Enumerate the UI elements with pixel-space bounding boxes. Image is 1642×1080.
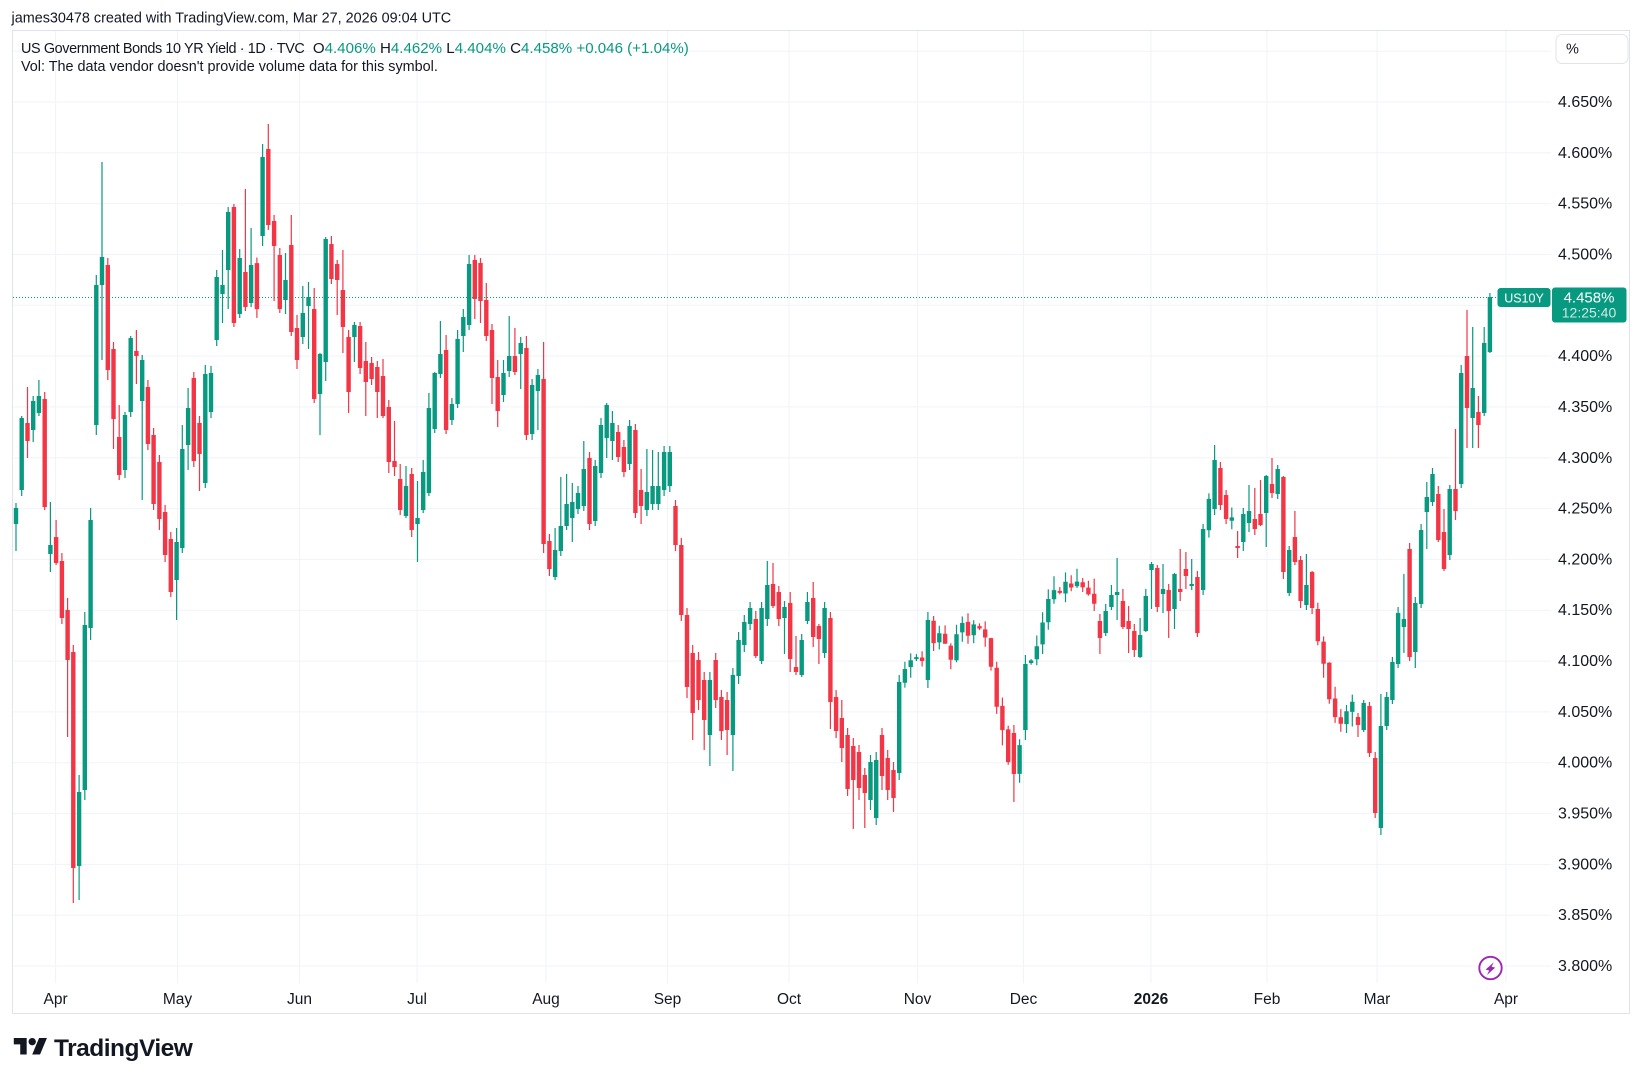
- svg-text:Jun: Jun: [287, 991, 312, 1008]
- svg-text:Apr: Apr: [44, 991, 68, 1008]
- svg-text:Mar: Mar: [1364, 991, 1391, 1008]
- svg-text:4.000%: 4.000%: [1558, 755, 1612, 772]
- svg-text:US Government Bonds 10 YR Yiel: US Government Bonds 10 YR Yield · 1D · T…: [21, 40, 689, 57]
- svg-text:%: %: [1566, 42, 1579, 58]
- svg-text:Dec: Dec: [1010, 991, 1038, 1008]
- svg-text:4.350%: 4.350%: [1558, 399, 1612, 416]
- svg-text:Jul: Jul: [407, 991, 427, 1008]
- svg-text:4.200%: 4.200%: [1558, 551, 1612, 568]
- svg-text:Apr: Apr: [1494, 991, 1518, 1008]
- svg-text:US10Y: US10Y: [1504, 292, 1544, 306]
- svg-text:Feb: Feb: [1254, 991, 1281, 1008]
- svg-text:4.550%: 4.550%: [1558, 196, 1612, 213]
- svg-text:4.500%: 4.500%: [1558, 247, 1612, 264]
- svg-text:3.950%: 3.950%: [1558, 806, 1612, 823]
- svg-text:12:25:40: 12:25:40: [1562, 305, 1617, 321]
- svg-text:2026: 2026: [1134, 991, 1169, 1008]
- svg-text:3.800%: 3.800%: [1558, 958, 1612, 975]
- svg-text:4.650%: 4.650%: [1558, 94, 1612, 111]
- svg-text:Oct: Oct: [777, 991, 802, 1008]
- svg-text:Nov: Nov: [904, 991, 932, 1008]
- svg-text:Vol: The data vendor doesn't p: Vol: The data vendor doesn't provide vol…: [21, 59, 438, 75]
- svg-text:3.850%: 3.850%: [1558, 907, 1612, 924]
- svg-text:james30478 created with Tradin: james30478 created with TradingView.com,…: [11, 11, 452, 27]
- svg-text:TradingView: TradingView: [54, 1035, 194, 1062]
- svg-text:4.050%: 4.050%: [1558, 704, 1612, 721]
- svg-text:May: May: [163, 991, 193, 1008]
- svg-text:Aug: Aug: [532, 991, 560, 1008]
- svg-text:4.600%: 4.600%: [1558, 145, 1612, 162]
- svg-text:Sep: Sep: [654, 991, 682, 1008]
- svg-text:4.150%: 4.150%: [1558, 602, 1612, 619]
- svg-text:4.250%: 4.250%: [1558, 501, 1612, 518]
- svg-text:4.458%: 4.458%: [1564, 290, 1615, 307]
- svg-text:4.300%: 4.300%: [1558, 450, 1612, 467]
- svg-text:3.900%: 3.900%: [1558, 856, 1612, 873]
- svg-text:4.400%: 4.400%: [1558, 348, 1612, 365]
- svg-text:4.100%: 4.100%: [1558, 653, 1612, 670]
